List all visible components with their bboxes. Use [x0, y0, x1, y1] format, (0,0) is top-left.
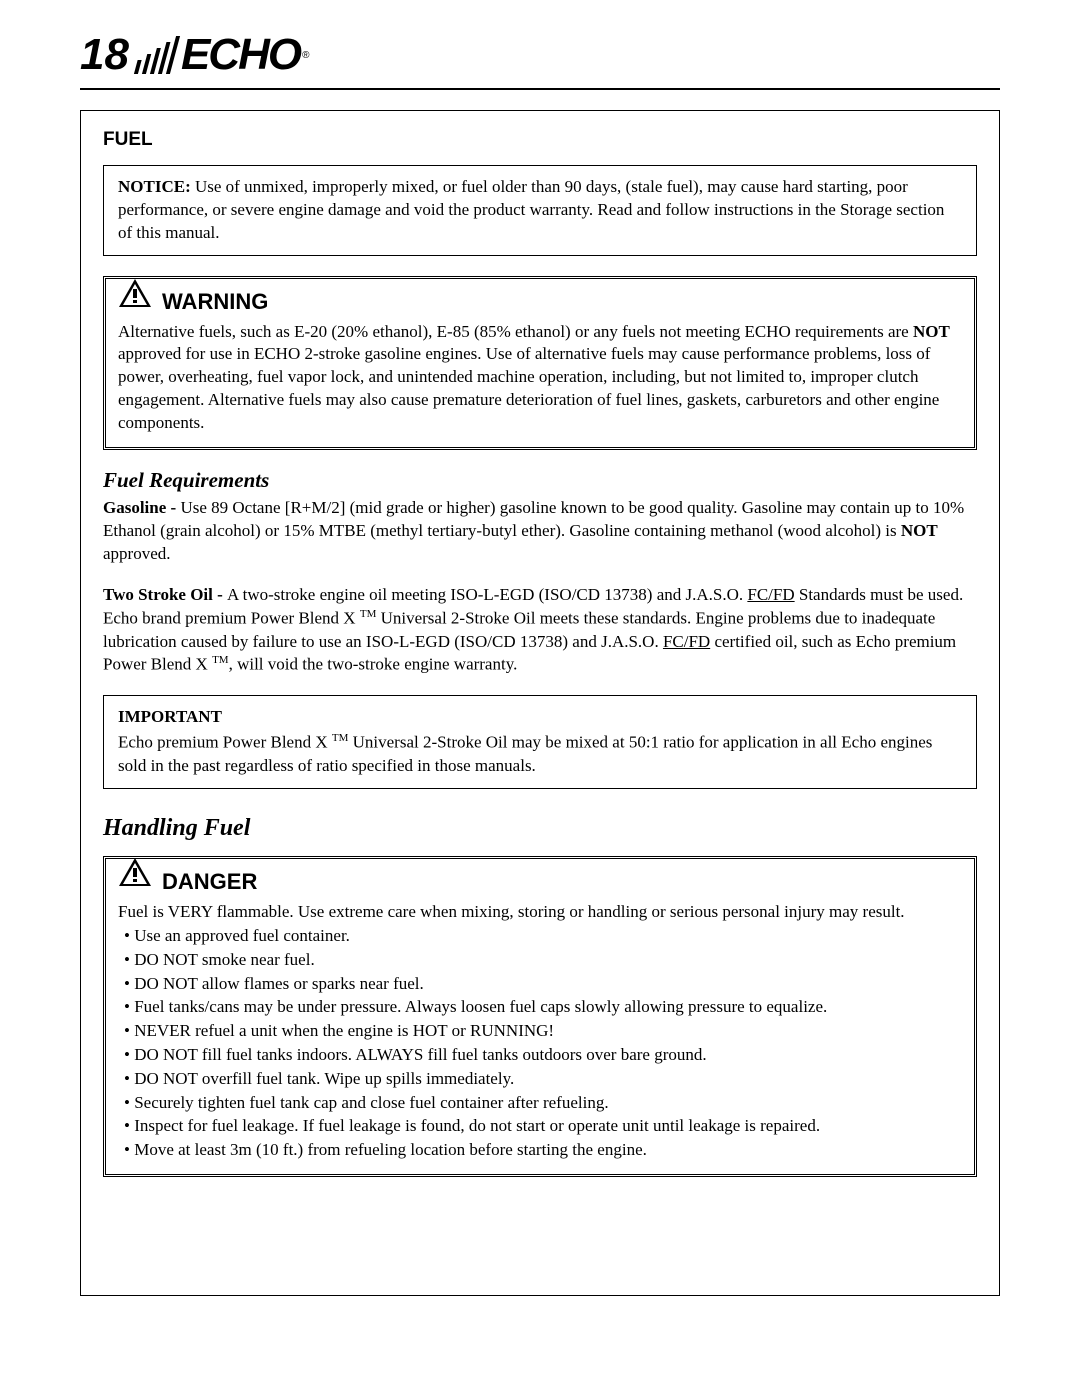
danger-bullet: DO NOT overfill fuel tank. Wipe up spill…	[124, 1067, 962, 1091]
oil-label: Two Stroke Oil -	[103, 585, 227, 604]
warning-box: WARNING Alternative fuels, such as E-20 …	[103, 276, 977, 450]
important-pre: Echo premium Power Blend X	[118, 733, 332, 752]
important-tm: TM	[332, 732, 349, 744]
oil-pre: A two-stroke engine oil meeting ISO-L-EG…	[227, 585, 747, 604]
oil-paragraph: Two Stroke Oil - A two-stroke engine oil…	[103, 584, 977, 677]
oil-post: , will void the two-stroke engine warran…	[229, 655, 518, 674]
logo-bars-icon	[134, 36, 184, 74]
gasoline-pre: Use 89 Octane [R+M/2] (mid grade or high…	[103, 498, 964, 540]
danger-bullet: NEVER refuel a unit when the engine is H…	[124, 1019, 962, 1043]
warning-body: Alternative fuels, such as E-20 (20% eth…	[118, 321, 962, 436]
gasoline-paragraph: Gasoline - Use 89 Octane [R+M/2] (mid gr…	[103, 497, 977, 566]
notice-text: Use of unmixed, improperly mixed, or fue…	[118, 177, 944, 242]
gasoline-label: Gasoline -	[103, 498, 180, 517]
handling-fuel-heading: Handling Fuel	[103, 815, 977, 842]
important-box: IMPORTANT Echo premium Power Blend X TM …	[103, 695, 977, 788]
danger-header: DANGER	[118, 867, 962, 897]
warning-header: WARNING	[118, 287, 962, 317]
logo-text: ECHO	[181, 30, 300, 80]
fuel-requirements-heading: Fuel Requirements	[103, 468, 977, 493]
page-header: 18 ECHO ®	[80, 30, 1000, 80]
page-number: 18	[80, 30, 129, 80]
warning-title: WARNING	[162, 287, 268, 317]
warning-not: NOT	[913, 322, 950, 341]
danger-bullet: Securely tighten fuel tank cap and close…	[124, 1091, 962, 1115]
important-label: IMPORTANT	[118, 706, 962, 729]
oil-tm1: TM	[360, 608, 377, 620]
oil-fcfd1: FC/FD	[747, 585, 794, 604]
warning-triangle-icon	[118, 278, 152, 308]
notice-label: NOTICE:	[118, 177, 191, 196]
header-rule	[80, 88, 1000, 90]
echo-logo: ECHO ®	[139, 30, 310, 80]
gasoline-post: approved.	[103, 544, 171, 563]
registered-mark: ®	[302, 50, 309, 61]
danger-bullet: Move at least 3m (10 ft.) from refueling…	[124, 1138, 962, 1162]
gasoline-not: NOT	[901, 521, 938, 540]
danger-box: DANGER Fuel is VERY flammable. Use extre…	[103, 856, 977, 1177]
oil-fcfd2: FC/FD	[663, 632, 710, 651]
danger-bullet: DO NOT allow flames or sparks near fuel.	[124, 972, 962, 996]
danger-bullet: Inspect for fuel leakage. If fuel leakag…	[124, 1114, 962, 1138]
oil-tm2: TM	[212, 654, 229, 666]
warning-pre: Alternative fuels, such as E-20 (20% eth…	[118, 322, 913, 341]
important-body: Echo premium Power Blend X TM Universal …	[118, 731, 962, 778]
danger-bullet: DO NOT fill fuel tanks indoors. ALWAYS f…	[124, 1043, 962, 1067]
danger-bullet: Fuel tanks/cans may be under pressure. A…	[124, 995, 962, 1019]
danger-bullet-list: Use an approved fuel container. DO NOT s…	[118, 924, 962, 1162]
danger-triangle-icon	[118, 857, 152, 887]
warning-post: approved for use in ECHO 2-stroke gasoli…	[118, 344, 939, 432]
danger-bullet: DO NOT smoke near fuel.	[124, 948, 962, 972]
danger-intro: Fuel is VERY flammable. Use extreme care…	[118, 900, 962, 924]
danger-title: DANGER	[162, 867, 257, 897]
danger-bullet: Use an approved fuel container.	[124, 924, 962, 948]
notice-box: NOTICE: Use of unmixed, improperly mixed…	[103, 165, 977, 256]
section-title-fuel: FUEL	[103, 129, 977, 151]
content-frame: FUEL NOTICE: Use of unmixed, improperly …	[80, 110, 1000, 1296]
